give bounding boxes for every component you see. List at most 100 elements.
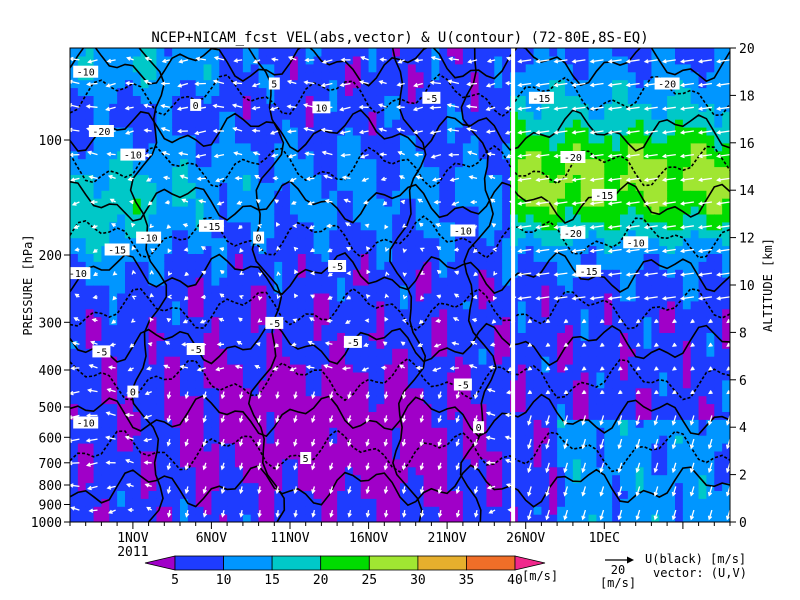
- speed-cell: [337, 71, 346, 81]
- speed-cell: [85, 364, 95, 373]
- speed-cell: [525, 435, 535, 444]
- speed-cell: [627, 395, 637, 405]
- speed-cell: [392, 71, 401, 81]
- speed-cell: [85, 48, 95, 57]
- speed-cell: [235, 371, 244, 381]
- speed-cell: [329, 498, 338, 507]
- speed-cell: [635, 514, 645, 522]
- speed-cell: [266, 48, 275, 57]
- speed-cell: [321, 229, 330, 239]
- speed-cell: [180, 364, 189, 373]
- speed-cell: [203, 182, 213, 191]
- speed-cell: [140, 79, 150, 89]
- speed-cell: [620, 103, 629, 112]
- speed-cell: [565, 324, 574, 333]
- speed-cell: [290, 300, 299, 310]
- speed-cell: [187, 277, 197, 286]
- speed-cell: [533, 387, 543, 397]
- speed-cell: [250, 411, 260, 420]
- speed-cell: [706, 458, 715, 468]
- speed-cell: [714, 427, 723, 436]
- speed-cell: [376, 419, 385, 428]
- speed-cell: [242, 300, 252, 310]
- speed-cell: [549, 119, 558, 128]
- speed-cell: [423, 71, 433, 81]
- speed-cell: [140, 514, 150, 522]
- speed-cell: [675, 142, 684, 152]
- speed-cell: [266, 443, 275, 452]
- speed-cell: [85, 450, 95, 460]
- speed-cell: [313, 292, 323, 302]
- speed-cell: [368, 166, 378, 175]
- speed-cell: [407, 261, 417, 270]
- speed-cell: [400, 142, 409, 152]
- speed-cell: [93, 316, 103, 326]
- speed-cell: [227, 466, 236, 476]
- speed-cell: [627, 221, 637, 231]
- speed-cell: [439, 364, 448, 373]
- speed-cell: [329, 285, 338, 294]
- speed-cell: [486, 403, 495, 412]
- speed-cell: [282, 127, 291, 136]
- speed-cell: [667, 316, 676, 326]
- speed-cell: [384, 371, 393, 381]
- speed-cell: [219, 158, 228, 168]
- speed-cell: [195, 458, 205, 468]
- speed-cell: [345, 466, 354, 476]
- speed-cell: [447, 427, 456, 436]
- speed-cell: [651, 87, 660, 96]
- speed-cell: [549, 387, 558, 397]
- speed-cell: [305, 261, 315, 270]
- speed-cell: [415, 166, 425, 175]
- speed-cell: [93, 245, 103, 254]
- speed-cell: [93, 308, 103, 318]
- speed-cell: [667, 87, 676, 96]
- speed-cell: [250, 206, 260, 215]
- speed-cell: [494, 166, 503, 175]
- speed-cell: [580, 490, 590, 499]
- speed-cell: [651, 379, 660, 389]
- speed-cell: [525, 111, 535, 120]
- speed-cell: [242, 103, 252, 112]
- speed-cell: [572, 95, 582, 104]
- speed-cell: [439, 206, 448, 215]
- speed-cell: [227, 324, 236, 333]
- speed-cell: [415, 387, 425, 397]
- speed-cell: [635, 364, 645, 373]
- speed-cell: [400, 490, 409, 499]
- speed-cell: [541, 474, 550, 484]
- speed-cell: [643, 182, 653, 191]
- speed-cell: [211, 387, 220, 397]
- speed-cell: [187, 308, 197, 318]
- speed-cell: [470, 308, 480, 318]
- speed-cell: [266, 458, 275, 468]
- speed-cell: [172, 213, 181, 223]
- speed-cell: [682, 229, 692, 239]
- speed-cell: [549, 435, 558, 444]
- speed-cell: [714, 403, 723, 412]
- speed-cell: [360, 150, 370, 160]
- speed-cell: [297, 300, 307, 310]
- speed-cell: [329, 79, 338, 89]
- speed-cell: [156, 79, 165, 89]
- speed-cell: [266, 150, 275, 160]
- speed-cell: [70, 332, 79, 341]
- speed-cell: [714, 506, 723, 515]
- speed-cell: [557, 316, 566, 326]
- speed-cell: [329, 387, 338, 397]
- speed-cell: [242, 150, 252, 160]
- speed-cell: [85, 379, 95, 389]
- speed-cell: [651, 277, 660, 286]
- speed-cell: [502, 466, 511, 476]
- speed-cell: [180, 403, 189, 412]
- speed-cell: [290, 292, 299, 302]
- speed-cell: [266, 300, 275, 310]
- speed-cell: [706, 498, 715, 507]
- speed-cell: [337, 198, 346, 207]
- speed-cell: [109, 111, 118, 120]
- speed-cell: [682, 206, 692, 215]
- speed-cell: [557, 387, 566, 397]
- speed-cell: [690, 182, 700, 191]
- speed-cell: [643, 71, 653, 81]
- speed-cell: [478, 166, 488, 175]
